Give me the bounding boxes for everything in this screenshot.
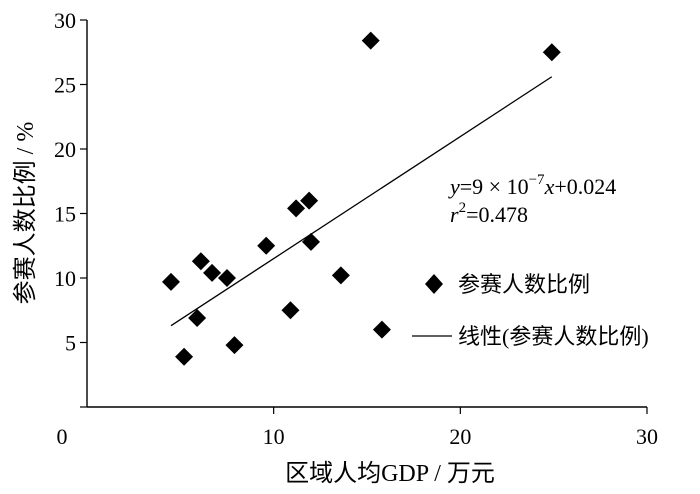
data-point xyxy=(162,272,180,291)
y-tick-label: 15 xyxy=(54,202,76,227)
r-squared: r2=0.478 xyxy=(450,200,528,227)
r-exponent: 2 xyxy=(459,200,467,216)
legend-label-points: 参赛人数比例 xyxy=(458,272,590,297)
data-point xyxy=(188,308,207,327)
r-symbol: r xyxy=(450,202,459,227)
y-tick-label: 20 xyxy=(54,137,76,162)
data-point xyxy=(203,263,222,282)
x-axis-title: 区域人均GDP / 万元 xyxy=(285,460,495,487)
eq-exponent: −7 xyxy=(529,172,545,188)
data-point xyxy=(175,347,194,366)
data-point xyxy=(281,301,300,320)
data-point xyxy=(542,43,561,62)
axis-tick-labels: 0 10 20 30 5 10 15 20 25 30 xyxy=(54,8,658,449)
y-axis-title: 参赛人数比例 / % xyxy=(12,122,39,305)
data-point xyxy=(225,336,244,355)
data-point xyxy=(331,266,350,285)
legend-diamond-marker xyxy=(425,274,443,294)
legend-label-trend: 线性(参赛人数比例) xyxy=(458,324,649,349)
data-points xyxy=(162,31,561,366)
data-point xyxy=(191,252,210,271)
y-tick-label: 30 xyxy=(54,8,76,33)
x-tick-label: 30 xyxy=(636,424,658,449)
axis-ticks xyxy=(80,19,648,414)
data-point xyxy=(302,232,320,251)
eq-end: +0.024 xyxy=(554,174,616,199)
y-tick-label: 5 xyxy=(65,331,76,356)
eq-x: x xyxy=(544,174,555,199)
data-point xyxy=(287,199,306,218)
eq-y: y xyxy=(448,174,460,199)
data-point xyxy=(257,236,276,255)
data-point xyxy=(218,269,236,287)
data-point xyxy=(300,191,319,210)
legend: 参赛人数比例 线性(参赛人数比例) xyxy=(412,272,649,349)
x-tick-label: 0 xyxy=(57,424,68,449)
trend-line xyxy=(170,76,553,327)
data-point xyxy=(372,320,391,339)
eq-start: =9 × 10 xyxy=(460,174,529,199)
x-tick-label: 10 xyxy=(263,424,285,449)
y-tick-label: 10 xyxy=(54,266,76,291)
y-tick-label: 25 xyxy=(54,73,76,98)
r-value: =0.478 xyxy=(466,202,528,227)
regression-equation: y=9 × 10−7x+0.024 xyxy=(448,172,616,199)
x-tick-label: 20 xyxy=(449,424,471,449)
data-point xyxy=(361,31,380,50)
